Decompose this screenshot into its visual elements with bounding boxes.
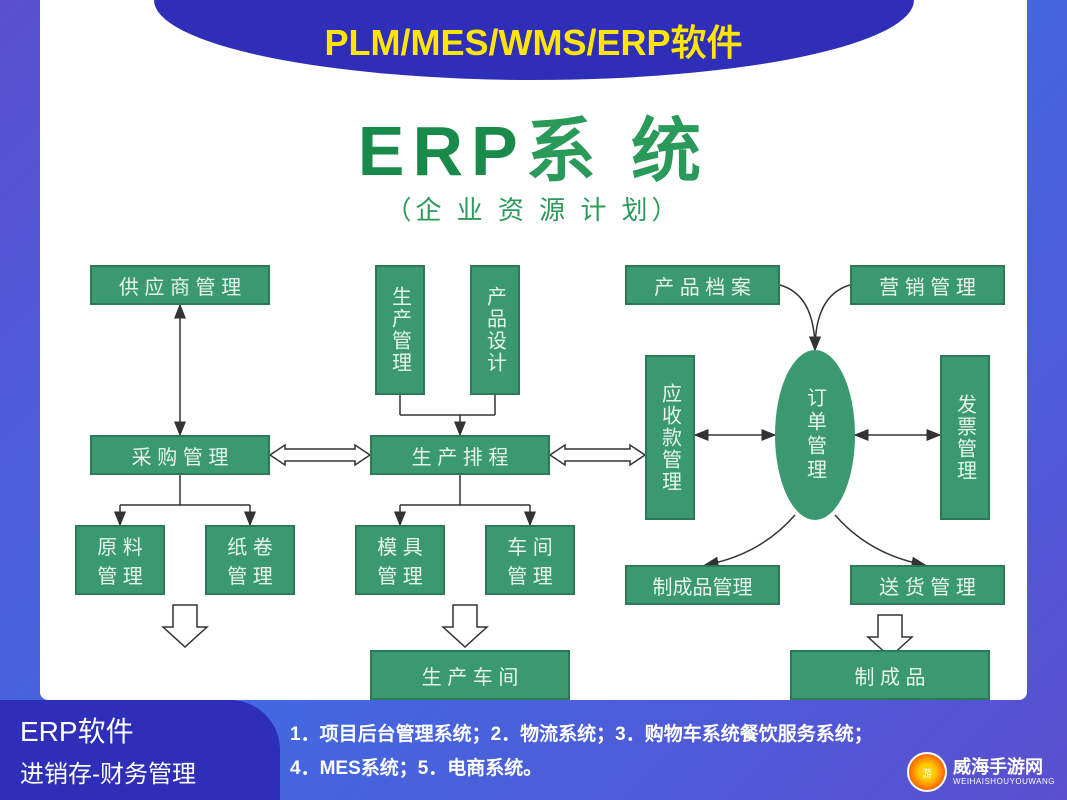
node-purchase: 采 购 管 理 — [90, 435, 270, 475]
node-raw: 原 料管 理 — [75, 525, 165, 595]
node-mold: 模 具管 理 — [355, 525, 445, 595]
node-marketing: 营 销 管 理 — [850, 265, 1005, 305]
bottom-left-line1: ERP软件 — [20, 710, 260, 750]
bottom-left-badge: ERP软件 进销存-财务管理 — [0, 700, 280, 800]
node-order: 订单管理 — [775, 350, 855, 520]
node-finished_mgmt: 制成品管理 — [625, 565, 780, 605]
title-erp: ERP — [358, 112, 526, 190]
node-delivery: 送 货 管 理 — [850, 565, 1005, 605]
node-workshop_mgmt: 车 间管 理 — [485, 525, 575, 595]
node-proddesign: 产品设计 — [470, 265, 520, 395]
main-title: ERP系 统 — [0, 95, 1067, 196]
node-invoice: 发票管理 — [940, 355, 990, 520]
watermark-logo-icon: 游 — [907, 752, 947, 792]
watermark: 游 威海手游网 WEIHAISHOUYOUWANG — [907, 752, 1055, 792]
node-schedule: 生 产 排 程 — [370, 435, 550, 475]
diagram-area: 供 应 商 管 理采 购 管 理原 料管 理纸 卷管 理 生产管理产品设计生 产 … — [40, 255, 1027, 700]
node-finished: 制 成 品 — [790, 650, 990, 700]
bottom-left-line2: 进销存-财务管理 — [20, 754, 260, 789]
node-workshop: 生 产 车 间 — [370, 650, 570, 700]
node-receivable: 应收款管理 — [645, 355, 695, 520]
watermark-cn: 威海手游网 — [953, 758, 1055, 778]
node-supplier: 供 应 商 管 理 — [90, 265, 270, 305]
title-sys: 系 统 — [526, 112, 709, 190]
banner-text: PLM/MES/WMS/ERP软件 — [324, 14, 742, 66]
bottom-text-line1: 1．项目后台管理系统；2．物流系统；3．购物车系统餐饮服务系统； — [290, 718, 1057, 752]
node-archive: 产 品 档 案 — [625, 265, 780, 305]
subtitle: （企 业 资 源 计 划） — [0, 190, 1067, 227]
node-paper: 纸 卷管 理 — [205, 525, 295, 595]
node-prodmgmt: 生产管理 — [375, 265, 425, 395]
watermark-en: WEIHAISHOUYOUWANG — [953, 778, 1055, 787]
